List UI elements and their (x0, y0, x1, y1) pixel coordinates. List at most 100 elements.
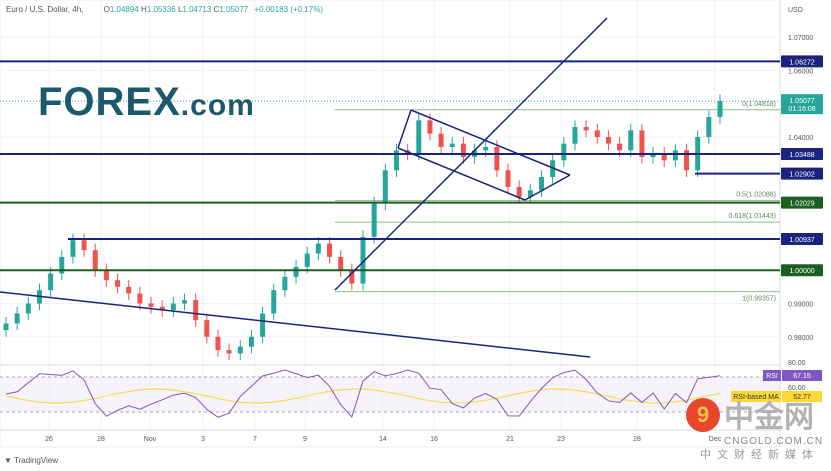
candle-body (81, 240, 87, 251)
forex-logo: FOREX.com (38, 80, 255, 125)
candle-body (70, 240, 76, 257)
x-tick-label: 28 (633, 436, 641, 443)
x-tick-label: 16 (430, 436, 438, 443)
watermark-sub: 中文财经新媒体 (700, 449, 819, 461)
tradingview-brand[interactable]: ▼ TradingView (4, 456, 59, 465)
level-badge-label: 1.02902 (789, 172, 814, 179)
last-price-badge (781, 94, 823, 115)
last-price-label: 1.05077 (789, 98, 814, 105)
x-tick-label: 23 (557, 436, 565, 443)
rsi-line (5, 369, 721, 418)
close-value: 1.05077 (219, 5, 249, 14)
candle-body (103, 270, 109, 281)
candle-body (260, 313, 266, 337)
candle-body (25, 303, 31, 314)
candle-body (684, 150, 690, 171)
candle-body (159, 306, 165, 311)
x-tick-label: 7 (253, 436, 257, 443)
candle-body (561, 143, 567, 161)
candle-body (617, 143, 623, 151)
candle-body (126, 286, 132, 294)
candle-body (148, 303, 154, 307)
trend-line (410, 109, 571, 176)
candle-body (360, 236, 366, 284)
candle-body (248, 336, 254, 347)
rsi-ma-tag-label: RSI-based MA (733, 394, 779, 401)
cngold-watermark: 9 中金网 CNGOLD.COM.CN 中文财经新媒体 (686, 396, 831, 471)
level-badge (781, 232, 823, 245)
candle-body (438, 133, 444, 147)
rsi-ma-value-badge (782, 391, 822, 402)
trend-line (0, 291, 591, 358)
candle-body (594, 130, 600, 137)
rsi-tag (763, 370, 781, 381)
y-tick-label: 0.98000 (788, 335, 813, 342)
fib-label: 0(1.04818) (742, 101, 776, 108)
change-value: +0.00183 (+0.17%) (254, 5, 323, 14)
brand-label: TradingView (14, 456, 59, 465)
candle-body (237, 346, 243, 354)
level-badge-label: 1.02029 (789, 201, 814, 208)
candle-body (650, 153, 656, 157)
candle-body (505, 170, 511, 187)
high-value: 1.05336 (146, 5, 176, 14)
candle-body (92, 250, 98, 271)
candle-body (583, 127, 589, 131)
candle-body (48, 273, 54, 291)
candle-body (416, 120, 422, 154)
candle-body (304, 253, 310, 267)
x-tick-label: Nov (144, 436, 157, 443)
symbol-label: Euro / U.S. Dollar, 4h, (6, 5, 84, 14)
trend-line (397, 109, 412, 149)
open-label: O (103, 5, 110, 14)
logo-main: FOREX (38, 80, 181, 124)
candle-body (516, 186, 522, 197)
candle-body (572, 127, 578, 144)
fib-label: 0.618(1.01443) (729, 213, 776, 220)
candle-body (59, 256, 65, 274)
candle-body (282, 276, 288, 291)
level-badge (781, 264, 823, 277)
close-label: C (213, 5, 220, 14)
candle-body (137, 293, 143, 304)
candle-body (427, 120, 433, 134)
watermark-chinese: 中金网 (724, 401, 814, 434)
level-badge-label: 1.00937 (789, 237, 814, 244)
trend-line (397, 147, 526, 201)
candle-body (527, 190, 533, 197)
y-tick-label: 0.99000 (788, 302, 813, 309)
candle-body (3, 323, 9, 331)
candle-body (639, 130, 645, 157)
candle-body (293, 266, 299, 277)
candle-body (717, 101, 723, 118)
candle-body (226, 350, 232, 354)
rsi-tag-label: RSI (766, 373, 778, 380)
trend-line (524, 174, 571, 201)
logo-suffix: .com (180, 89, 255, 122)
cngold-logo-icon: 9 (686, 398, 720, 432)
candle-body (393, 150, 399, 171)
low-label: L (177, 5, 183, 14)
x-tick-label: 28 (97, 436, 105, 443)
watermark-url: CNGOLD.COM.CN (724, 436, 824, 447)
candle-body (494, 146, 500, 171)
candle-body (672, 150, 678, 161)
candle-body (628, 130, 634, 151)
candle-body (539, 176, 544, 191)
rsi-tick: 60.00 (788, 385, 806, 392)
level-badge-label: 1.03488 (789, 152, 814, 159)
ohlc-header: Euro / U.S. Dollar, 4h, O1.04894 H1.0533… (6, 5, 323, 14)
candle-body (204, 320, 210, 337)
candle-body (193, 300, 199, 321)
candle-body (115, 280, 121, 287)
candle-body (661, 153, 667, 161)
x-tick-label: 26 (45, 436, 53, 443)
rsi-ma-value: 52.77 (793, 394, 811, 401)
candle-body (338, 256, 344, 271)
y-tick-label: 1.04000 (788, 135, 813, 142)
candle-body (460, 143, 466, 157)
candle-body (170, 303, 176, 311)
candle-body (483, 146, 489, 151)
